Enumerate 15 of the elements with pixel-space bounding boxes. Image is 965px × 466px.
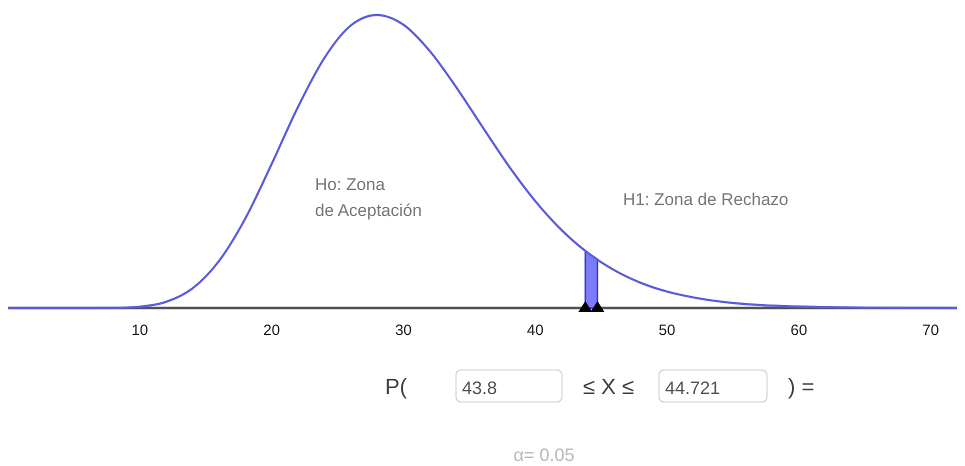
text: 43.8 xyxy=(462,378,498,398)
text: ≤ X ≤ xyxy=(583,374,634,399)
x-tick-label: 10 xyxy=(131,322,148,339)
text: P( xyxy=(385,374,408,399)
x-tick-label: 20 xyxy=(263,322,280,339)
annotation: Ho: Zona de Aceptación xyxy=(315,175,422,220)
x-tick-label: 30 xyxy=(395,322,412,339)
text: α= 0.05 xyxy=(514,445,574,465)
x-tick-label: 50 xyxy=(658,322,676,339)
text: ) = xyxy=(788,374,814,399)
x-tick-label: 70 xyxy=(922,322,939,339)
annotation: H1: Zona de Rechazo xyxy=(623,190,788,209)
x-tick-label: 60 xyxy=(790,322,808,339)
x-tick-label: 40 xyxy=(526,322,544,339)
text: 44.721 xyxy=(665,378,720,398)
